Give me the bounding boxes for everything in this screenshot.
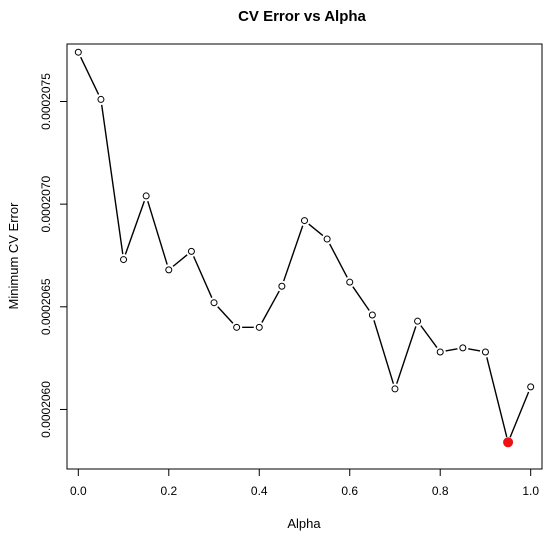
- y-tick-label: 0.0002070: [39, 175, 53, 232]
- data-point: [120, 256, 128, 264]
- highlight-point: [503, 437, 514, 448]
- data-point: [323, 235, 331, 243]
- data-point: [142, 192, 150, 200]
- x-tick-label: 0.2: [160, 484, 177, 498]
- y-tick-label: 0.0002065: [39, 278, 53, 335]
- x-tick-label: 1.0: [522, 484, 539, 498]
- data-point: [346, 278, 354, 286]
- data-point: [187, 247, 195, 255]
- data-point: [391, 385, 399, 393]
- data-point: [278, 282, 286, 290]
- data-point: [414, 317, 422, 325]
- data-point: [165, 266, 173, 274]
- series-line: [80, 56, 530, 438]
- data-point: [481, 348, 489, 356]
- x-tick-label: 0.0: [70, 484, 87, 498]
- y-axis-label: Minimum CV Error: [6, 202, 21, 310]
- data-point: [97, 95, 105, 103]
- data-point: [210, 299, 218, 307]
- data-point: [436, 348, 444, 356]
- plot-frame: [66, 43, 543, 470]
- data-point: [255, 323, 263, 331]
- x-axis-label: Alpha: [287, 516, 321, 531]
- data-point: [527, 383, 535, 391]
- data-points: [74, 48, 535, 448]
- data-point: [233, 323, 241, 331]
- chart-title: CV Error vs Alpha: [238, 8, 366, 25]
- data-point: [368, 311, 376, 319]
- x-tick-label: 0.4: [251, 484, 268, 498]
- data-point: [74, 48, 82, 56]
- data-point: [459, 344, 467, 352]
- x-axis: 0.0 0.2 0.4 0.6 0.8 1.0: [70, 469, 539, 498]
- data-point: [301, 217, 308, 225]
- y-tick-label: 0.0002075: [39, 73, 53, 130]
- y-axis: 0.0002060 0.0002065 0.0002070 0.0002075: [39, 73, 67, 438]
- y-tick-label: 0.0002060: [39, 381, 53, 438]
- x-tick-label: 0.8: [432, 484, 449, 498]
- x-tick-label: 0.6: [341, 484, 358, 498]
